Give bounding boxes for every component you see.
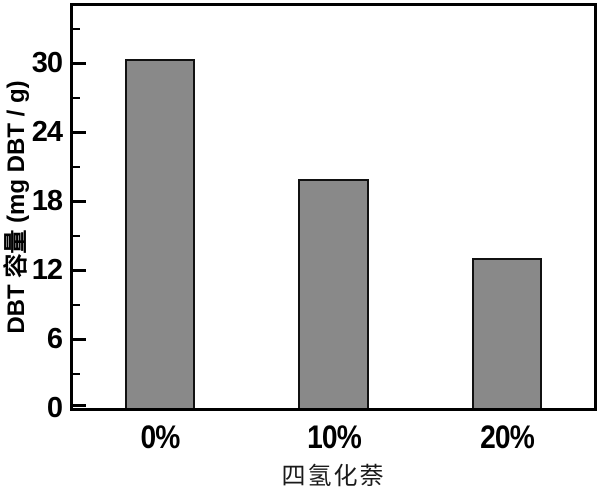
y-axis-major-tick xyxy=(73,131,86,135)
bar-20pct xyxy=(471,257,543,408)
x-axis-tick-label: 0% xyxy=(140,419,180,455)
y-axis-major-tick xyxy=(73,200,86,204)
y-axis-tick-labels: 0 6 12 18 24 30 xyxy=(0,0,63,489)
plot-area xyxy=(70,3,597,411)
y-axis-tick-label: 12 xyxy=(31,254,63,287)
y-axis-minor-tick xyxy=(73,27,80,30)
y-axis-tick-label: 6 xyxy=(46,323,63,356)
y-axis-minor-tick xyxy=(73,165,80,168)
y-axis-minor-tick xyxy=(73,303,80,306)
y-axis-major-tick xyxy=(73,62,86,66)
y-axis-tick-label: 0 xyxy=(46,392,63,424)
x-axis-tick-labels: 0% 10% 20% xyxy=(73,419,594,455)
x-axis-tick-label: 10% xyxy=(306,419,362,455)
y-axis-major-tick xyxy=(73,404,86,407)
bar-0pct xyxy=(124,58,195,408)
x-axis-tick-label: 20% xyxy=(480,419,535,455)
y-axis-tick-label: 30 xyxy=(31,47,63,80)
x-axis-label: 四氢化萘 xyxy=(281,463,386,489)
y-axis-minor-tick xyxy=(73,234,80,237)
y-axis-tick-label: 18 xyxy=(31,185,63,218)
y-axis-major-tick xyxy=(73,269,86,273)
y-axis-major-tick xyxy=(73,338,86,342)
y-axis-minor-tick xyxy=(73,372,80,375)
bar-10pct xyxy=(298,179,369,408)
y-axis-tick-label: 24 xyxy=(31,116,63,149)
y-axis-minor-tick xyxy=(73,96,80,99)
